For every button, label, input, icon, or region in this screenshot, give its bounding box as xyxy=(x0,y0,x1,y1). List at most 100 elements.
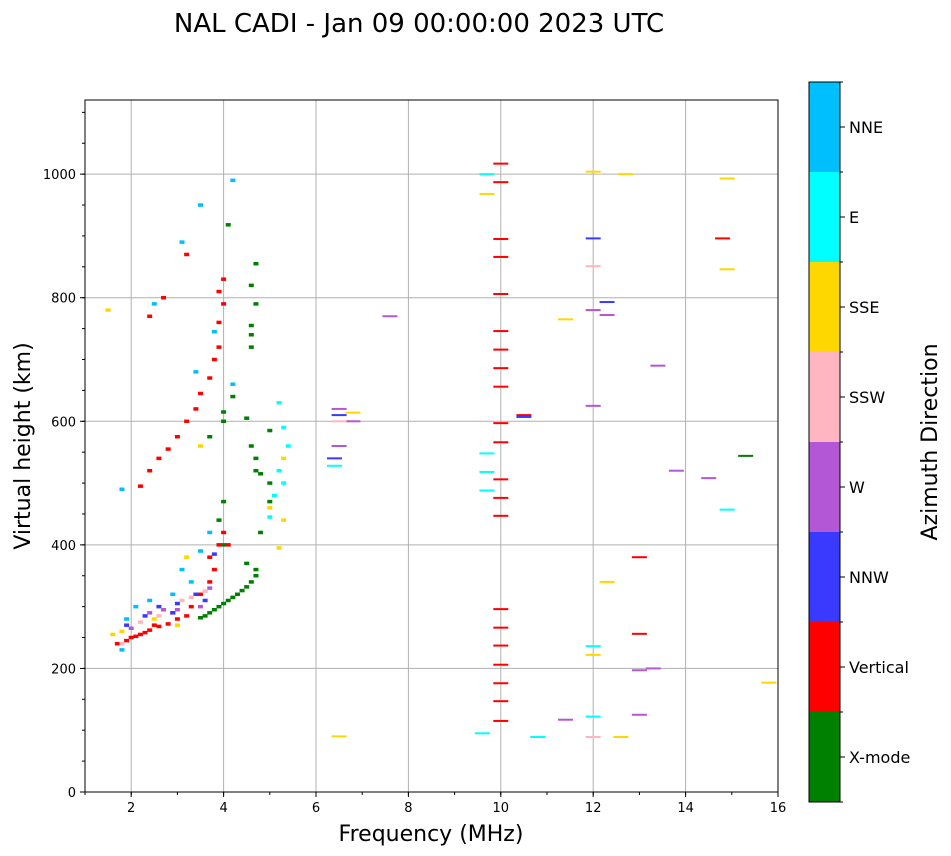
echo-point xyxy=(225,543,231,547)
echo-point xyxy=(179,598,185,603)
echo-point xyxy=(244,561,250,566)
colorbar-tick-label: W xyxy=(849,478,865,497)
echo-point xyxy=(493,422,509,425)
echo-point xyxy=(147,598,153,603)
echo-point xyxy=(151,617,157,621)
echo-point xyxy=(650,364,666,367)
echo-point xyxy=(147,611,153,615)
echo-point xyxy=(207,530,213,535)
echo-point xyxy=(156,456,162,461)
y-tick-label: 400 xyxy=(51,539,76,554)
echo-point xyxy=(585,736,601,739)
echo-point xyxy=(198,203,203,207)
colorbar-segment xyxy=(809,442,840,532)
x-axis: 2 4 6 8 10 12 14 16 xyxy=(84,792,787,816)
echo-point xyxy=(631,669,647,672)
echo-point xyxy=(142,614,148,618)
echo-point xyxy=(198,549,203,553)
echo-point xyxy=(585,237,601,240)
echo-point xyxy=(207,586,213,590)
echo-point xyxy=(230,595,236,600)
echo-point xyxy=(719,268,735,271)
echo-point xyxy=(202,614,208,618)
echo-point xyxy=(248,333,254,337)
echo-point xyxy=(281,425,287,430)
echo-point xyxy=(147,628,153,632)
echo-point xyxy=(585,645,601,648)
echo-point xyxy=(221,543,227,547)
echo-point xyxy=(202,598,208,603)
colorbar-tick-label: SSW xyxy=(849,388,885,407)
colorbar-frame xyxy=(808,81,841,803)
echo-point xyxy=(198,592,203,597)
echo-point xyxy=(493,663,509,666)
echo-point xyxy=(479,470,495,473)
echo-point xyxy=(585,653,601,656)
echo-point xyxy=(142,630,148,635)
x-tick-label: 16 xyxy=(770,801,787,816)
echo-point xyxy=(631,632,647,635)
y-axis: 0 200 400 600 800 1000 xyxy=(43,111,85,801)
echo-point xyxy=(124,638,130,643)
echo-point xyxy=(179,567,185,572)
x-tick-label: 4 xyxy=(219,801,227,816)
echo-point xyxy=(479,173,495,176)
echo-point xyxy=(479,452,495,455)
echo-point xyxy=(761,681,777,684)
echo-point xyxy=(267,428,273,433)
echo-point xyxy=(170,611,176,615)
echo-point xyxy=(184,614,190,618)
echo-point xyxy=(128,626,134,631)
echo-point xyxy=(331,735,347,738)
echo-point xyxy=(207,580,213,584)
echo-point xyxy=(493,441,509,444)
echo-point xyxy=(105,308,111,312)
echo-point xyxy=(345,420,361,423)
echo-point xyxy=(258,472,264,476)
echo-point xyxy=(493,608,509,611)
echo-point xyxy=(239,588,245,593)
echo-point xyxy=(124,617,130,621)
colorbar-tick-label: NNE xyxy=(849,118,883,137)
echo-point xyxy=(557,318,573,321)
echo-point xyxy=(225,598,231,603)
echo-point xyxy=(207,376,213,380)
echo-point xyxy=(216,320,222,325)
echo-point xyxy=(211,567,217,572)
echo-point xyxy=(174,623,180,627)
echo-point xyxy=(207,434,213,439)
echo-point xyxy=(493,514,509,517)
echo-point xyxy=(198,604,203,609)
x-axis-label: Frequency (MHz) xyxy=(339,822,524,847)
y-axis-label: Virtual height (km) xyxy=(11,342,36,549)
echo-point xyxy=(198,391,203,396)
echo-point xyxy=(184,419,190,424)
echo-point xyxy=(174,434,180,439)
echo-point xyxy=(645,667,661,670)
echo-point xyxy=(248,345,254,349)
echo-point xyxy=(161,607,167,612)
echo-point xyxy=(631,713,647,716)
echo-point xyxy=(474,732,490,735)
echo-point xyxy=(493,293,509,296)
echo-point xyxy=(147,314,153,318)
echo-point xyxy=(493,478,509,481)
echo-point xyxy=(493,496,509,499)
echo-point xyxy=(211,329,217,334)
echo-point xyxy=(493,255,509,258)
echo-point xyxy=(253,302,259,306)
grid-lines xyxy=(85,100,779,793)
echo-point xyxy=(221,410,227,414)
echo-point xyxy=(179,240,185,244)
y-tick-label: 0 xyxy=(68,786,76,801)
echo-point xyxy=(230,382,236,386)
echo-point xyxy=(285,444,291,448)
echo-point xyxy=(225,223,231,227)
plot-frame xyxy=(84,99,779,793)
echo-point xyxy=(557,718,573,721)
echo-point xyxy=(221,277,227,281)
echo-point xyxy=(156,614,162,618)
echo-point xyxy=(193,370,199,374)
echo-point xyxy=(493,162,509,165)
echo-point xyxy=(151,302,157,306)
